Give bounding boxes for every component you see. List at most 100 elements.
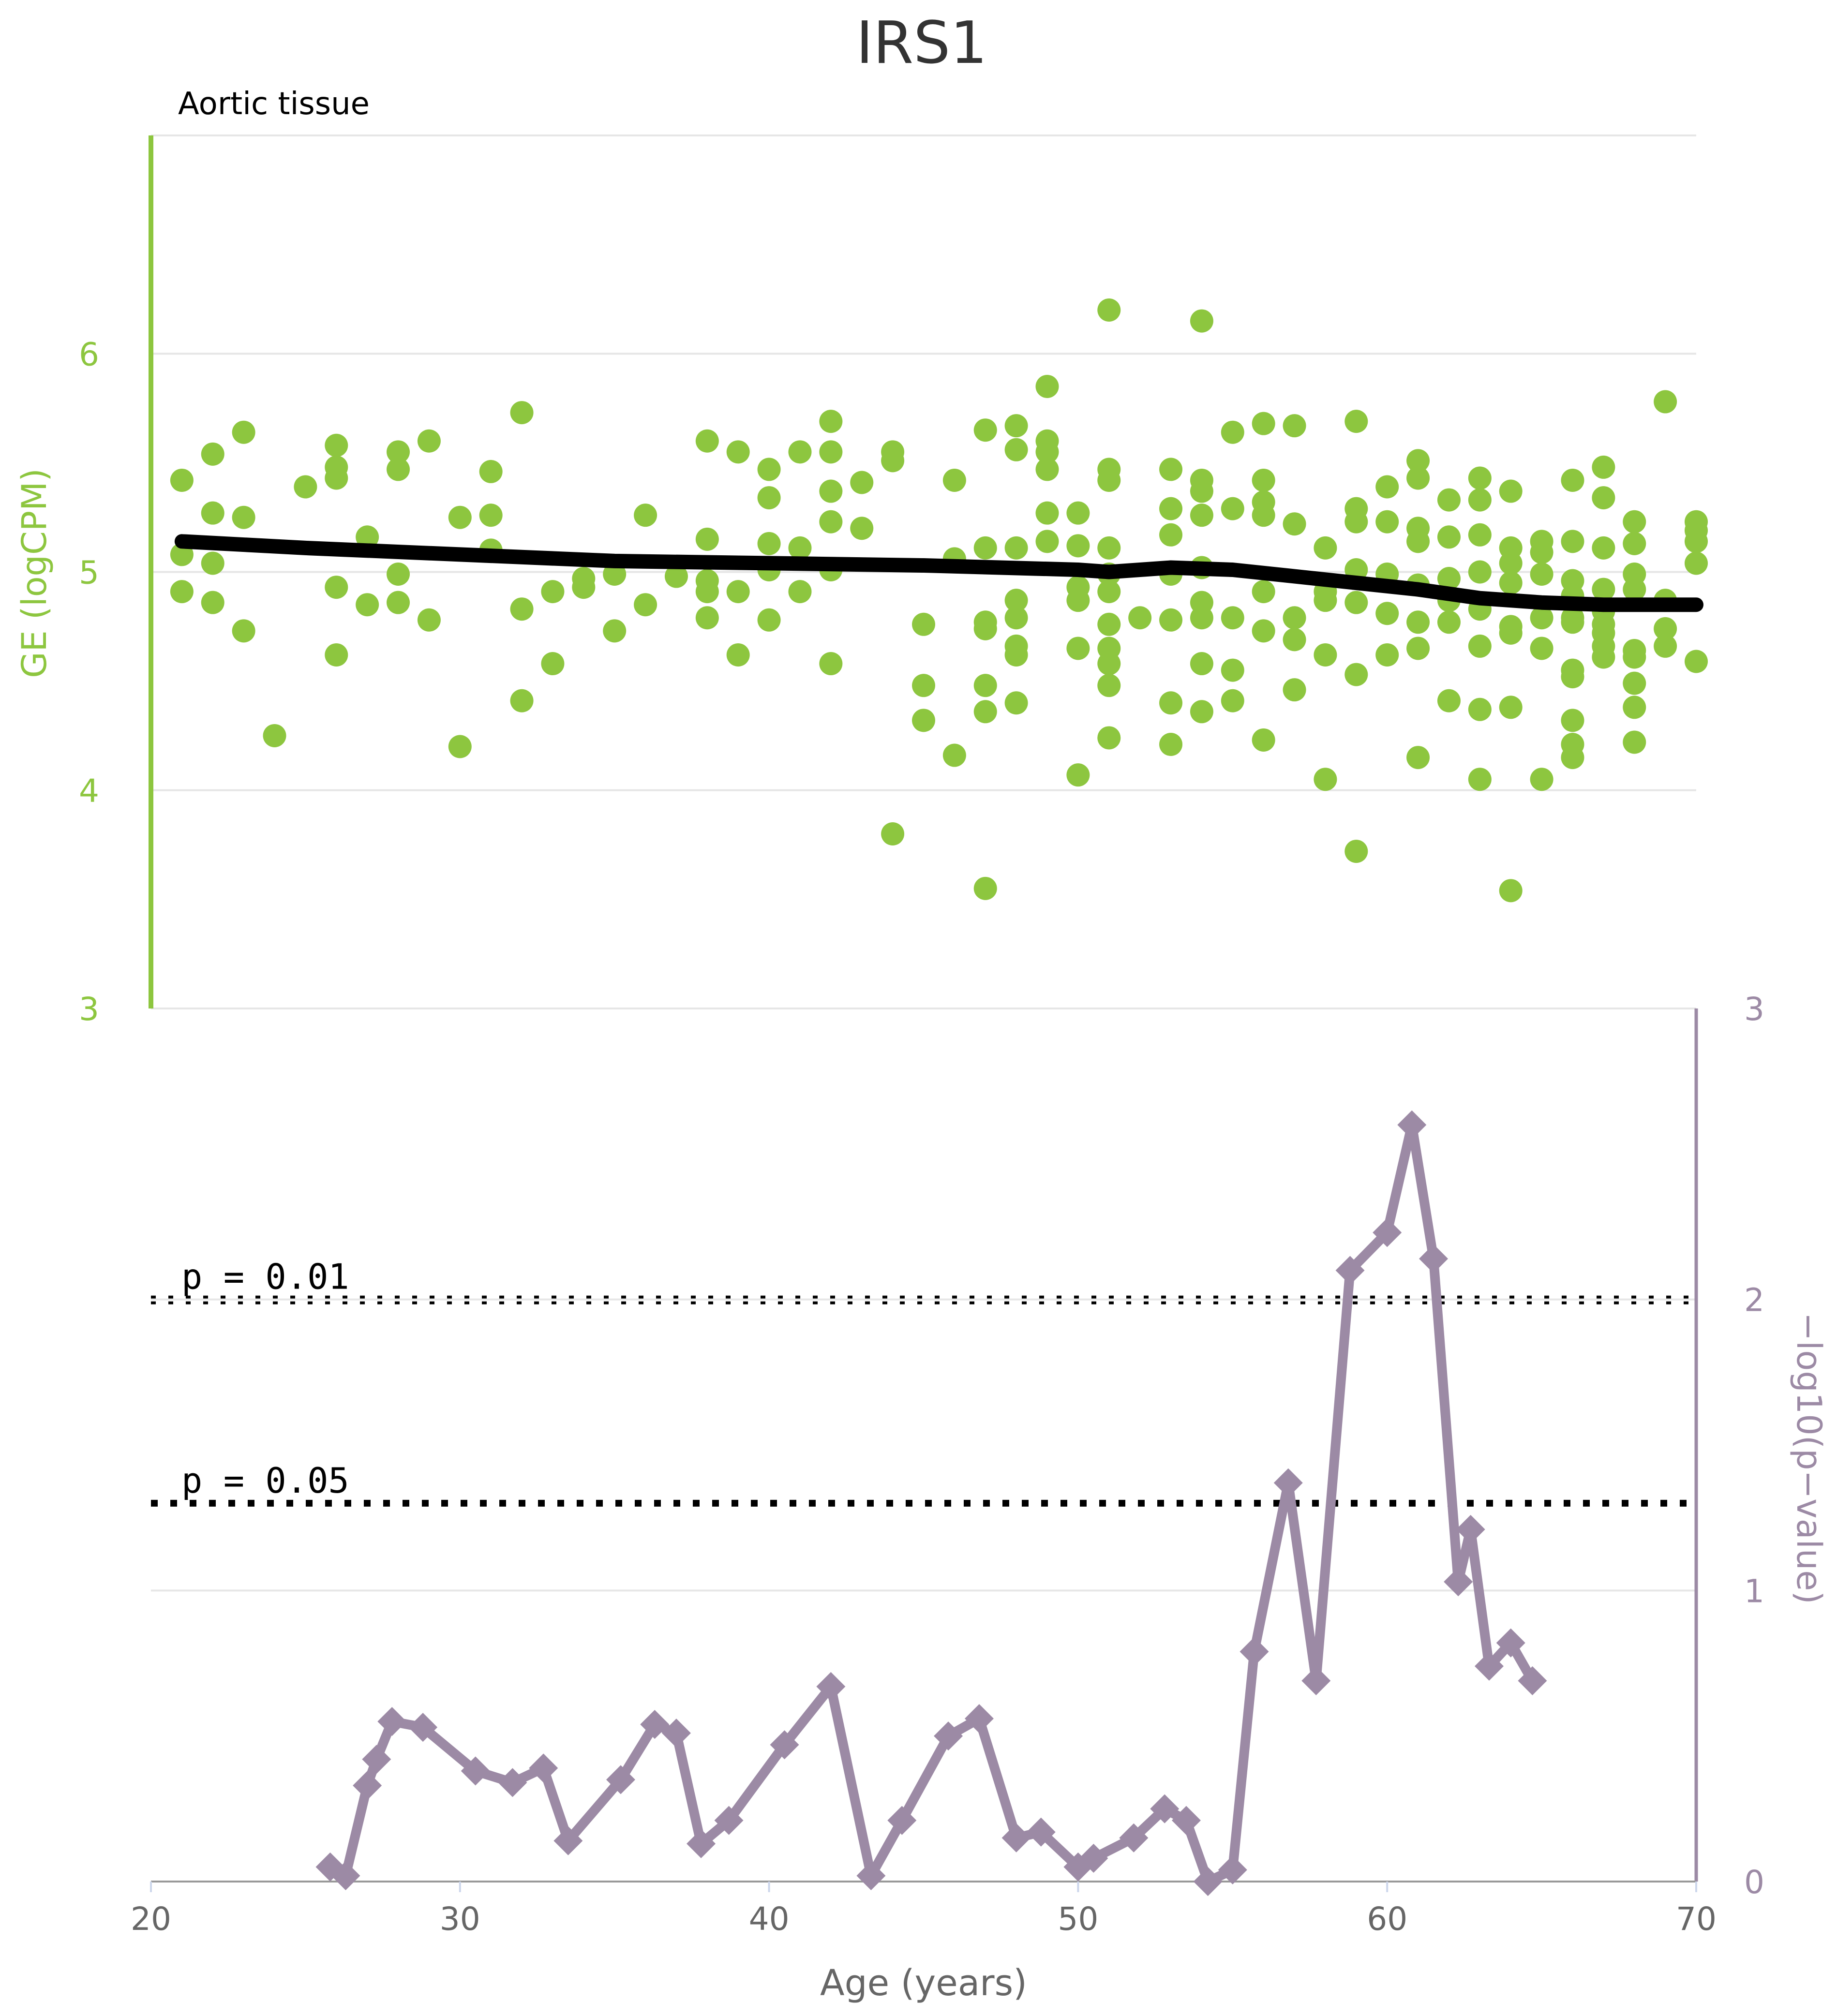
pvalue-marker bbox=[606, 1765, 635, 1794]
top-y-ticks: 3 4 5 6 bbox=[79, 336, 99, 1028]
scatter-point bbox=[1221, 420, 1244, 444]
scatter-point bbox=[942, 468, 966, 492]
scatter-point bbox=[1561, 746, 1584, 770]
scatter-point bbox=[1623, 645, 1646, 669]
scatter-point bbox=[1375, 475, 1399, 499]
pvalue-marker bbox=[1475, 1651, 1504, 1681]
pvalue-marker bbox=[362, 1745, 391, 1774]
scatter-point bbox=[1097, 298, 1121, 322]
scatter-point bbox=[541, 580, 565, 604]
scatter-point bbox=[1623, 671, 1646, 695]
scatter-point bbox=[1066, 637, 1090, 660]
scatter-point bbox=[1066, 589, 1090, 612]
scatter-point bbox=[1499, 551, 1523, 575]
x-tick-label: 20 bbox=[131, 1900, 171, 1938]
scatter-point bbox=[1499, 479, 1523, 503]
x-ticks: 20 30 40 50 60 70 bbox=[131, 1882, 1717, 1938]
scatter-point bbox=[1561, 530, 1584, 553]
scatter-point bbox=[356, 525, 379, 549]
bottom-y-tick-label: 2 bbox=[1744, 1282, 1764, 1319]
pvalue-marker bbox=[1496, 1628, 1525, 1658]
scatter-point bbox=[1437, 689, 1461, 712]
trend-line bbox=[174, 534, 1703, 612]
scatter-point bbox=[1097, 674, 1121, 697]
scatter-point bbox=[1190, 700, 1213, 724]
scatter-point bbox=[1252, 504, 1275, 527]
pvalue-marker bbox=[553, 1826, 583, 1855]
scatter-point bbox=[1190, 309, 1213, 333]
scatter-point bbox=[1623, 578, 1646, 601]
pvalue-marker bbox=[1119, 1823, 1149, 1853]
scatter-point bbox=[1283, 678, 1306, 702]
scatter-point bbox=[1035, 501, 1059, 525]
pvalue-marker bbox=[934, 1721, 963, 1751]
pvalue-marker bbox=[1397, 1110, 1427, 1140]
scatter-point bbox=[973, 617, 997, 640]
scatter-point bbox=[1252, 468, 1275, 492]
scatter-point bbox=[1128, 606, 1152, 630]
scatter-point bbox=[1159, 458, 1183, 481]
scatter-point bbox=[1035, 530, 1059, 553]
scatter-point bbox=[973, 700, 997, 724]
pvalue-marker bbox=[331, 1861, 360, 1890]
scatter-point bbox=[912, 674, 935, 697]
scatter-point bbox=[387, 440, 410, 464]
scatter-point bbox=[1035, 374, 1059, 398]
scatter-point bbox=[973, 536, 997, 560]
scatter-point bbox=[1561, 665, 1584, 689]
scatter-point bbox=[757, 458, 781, 481]
scatter-point bbox=[510, 597, 534, 621]
pvalue-marker bbox=[1171, 1806, 1201, 1835]
scatter-point bbox=[1375, 510, 1399, 534]
scatter-point bbox=[232, 420, 255, 444]
scatter-point bbox=[1406, 466, 1430, 490]
scatter-point bbox=[1561, 610, 1584, 634]
top-y-tick-label: 5 bbox=[79, 554, 99, 592]
scatter-point bbox=[695, 429, 719, 453]
scatter-point bbox=[417, 608, 441, 632]
scatter-point bbox=[294, 475, 317, 499]
pvalue-marker bbox=[1001, 1823, 1031, 1853]
trend-line-group bbox=[174, 534, 1703, 612]
scatter-point bbox=[1499, 571, 1523, 595]
scatter-point bbox=[1097, 612, 1121, 636]
scatter-point bbox=[232, 619, 255, 643]
scatter-point bbox=[170, 468, 194, 492]
scatter-point bbox=[1190, 504, 1213, 527]
scatter-point bbox=[1592, 536, 1615, 560]
scatter-point bbox=[634, 593, 657, 617]
scatter-point bbox=[1252, 619, 1275, 643]
scatter-point bbox=[1097, 652, 1121, 676]
pvalue-marker bbox=[1273, 1468, 1303, 1497]
scatter-point bbox=[479, 460, 503, 483]
scatter-point bbox=[1283, 606, 1306, 630]
y-axis-title-right: −log10(p−value) bbox=[1789, 1312, 1829, 1604]
pvalue-marker bbox=[1373, 1218, 1402, 1247]
scatter-point bbox=[1685, 551, 1708, 575]
scatter-point bbox=[356, 593, 379, 617]
x-axis-title: Age (years) bbox=[820, 1962, 1027, 2004]
pvalue-marker bbox=[1079, 1843, 1108, 1873]
scatter-point bbox=[1221, 497, 1244, 520]
pvalue-marker bbox=[1193, 1867, 1223, 1896]
scatter-point bbox=[1468, 466, 1492, 490]
scatter-point bbox=[1314, 768, 1337, 791]
scatter-point bbox=[757, 608, 781, 632]
pvalue-marker bbox=[964, 1704, 994, 1734]
pvalue-marker bbox=[353, 1771, 382, 1800]
scatter-point bbox=[1592, 455, 1615, 479]
scatter-point bbox=[1004, 414, 1028, 438]
scatter-point bbox=[1097, 536, 1121, 560]
scatter-point bbox=[819, 410, 843, 433]
scatter-point bbox=[634, 504, 657, 527]
scatter-point bbox=[1623, 510, 1646, 534]
scatter-point bbox=[757, 486, 781, 510]
pvalue-marker bbox=[887, 1806, 917, 1835]
scatter-point bbox=[1685, 650, 1708, 673]
chart-subtitle: Aortic tissue bbox=[178, 86, 370, 122]
scatter-point bbox=[788, 536, 812, 560]
scatter-point bbox=[1252, 580, 1275, 604]
scatter-point bbox=[325, 576, 348, 599]
scatter-point bbox=[1499, 879, 1523, 903]
